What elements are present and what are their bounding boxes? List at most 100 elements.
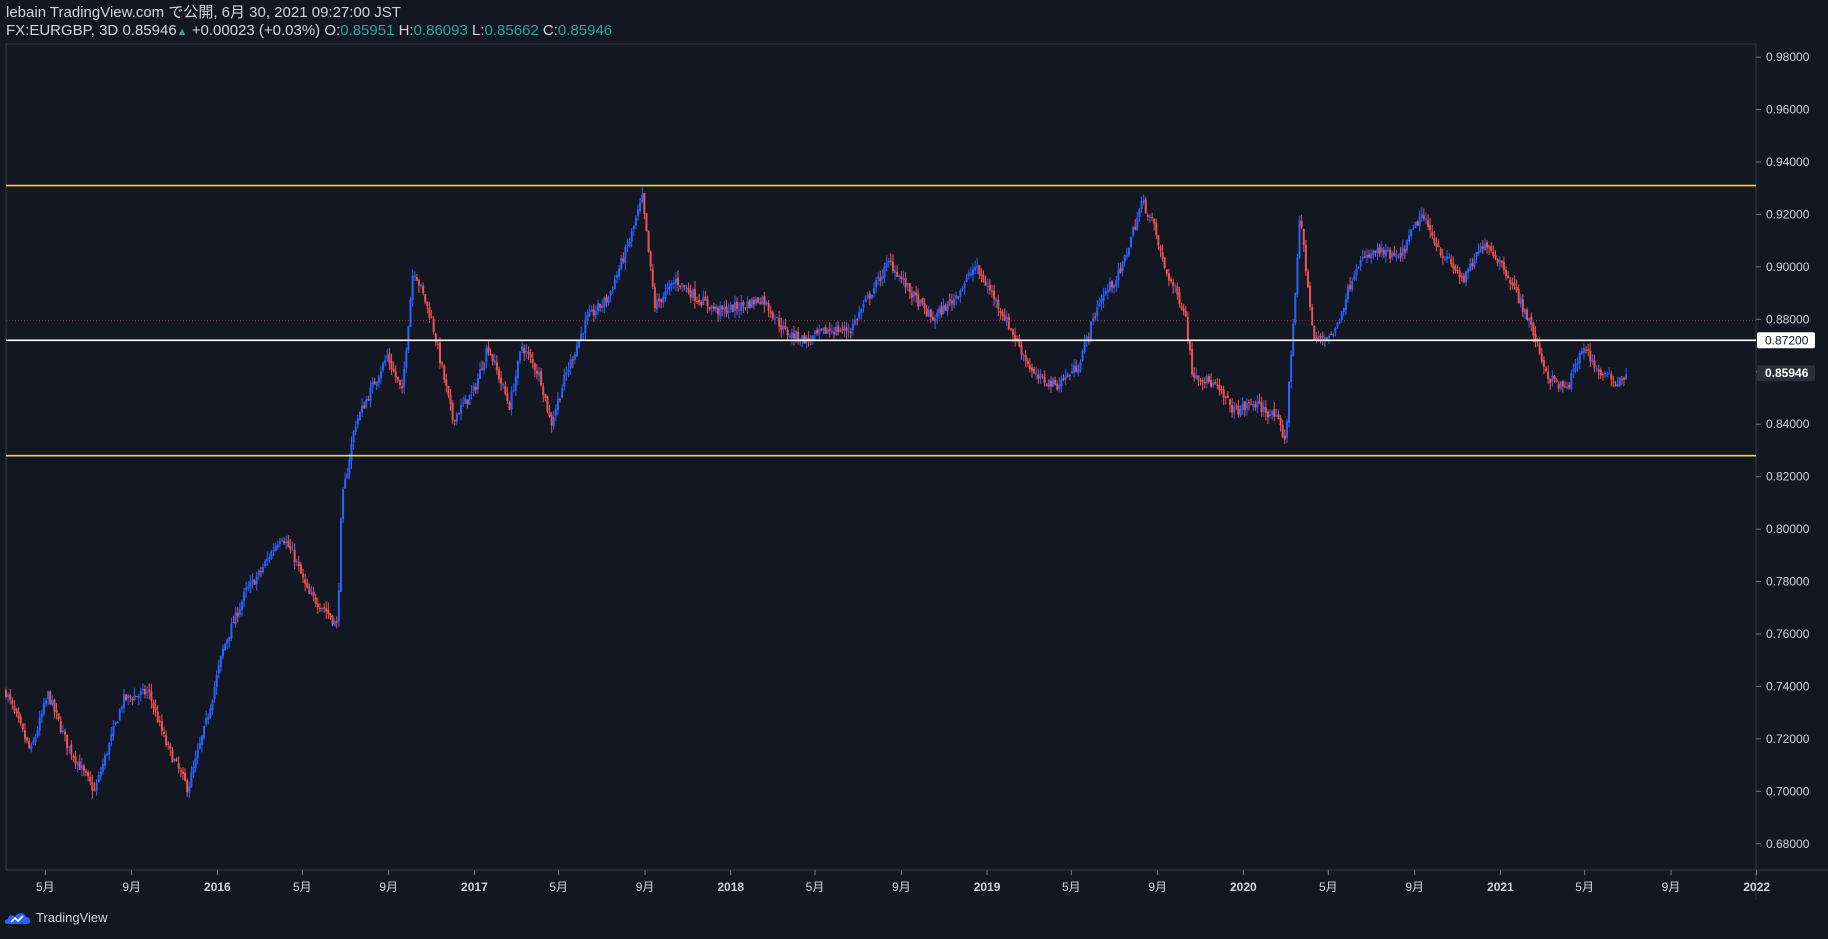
price-change: +0.00023 (+0.03%) [191, 22, 321, 39]
candle-body [944, 305, 947, 311]
candle-body [959, 290, 962, 298]
candle-body [141, 688, 144, 690]
candle-body [934, 318, 937, 322]
candle-body [811, 335, 814, 340]
candle-body [1056, 384, 1059, 390]
candle-body [936, 312, 939, 318]
candle-body [1203, 382, 1206, 384]
candle-body [32, 741, 35, 744]
candle-body [596, 303, 599, 311]
candle-body [662, 296, 665, 304]
candle-body [672, 282, 675, 284]
candle-body [529, 353, 532, 358]
candle-body [236, 613, 239, 617]
candle-body [908, 283, 911, 293]
horizontal-levels[interactable] [6, 184, 1756, 457]
candle-body [259, 571, 262, 573]
candle-body [434, 333, 437, 343]
candle-body [207, 716, 210, 720]
tradingview-logo[interactable]: TradingView [4, 910, 108, 925]
candle-body [1054, 380, 1057, 385]
candle-body [723, 307, 726, 311]
candle-body [240, 601, 243, 610]
candle-body [1601, 374, 1604, 376]
candle-body [1597, 369, 1600, 372]
candle-body [93, 789, 96, 791]
candle-body [356, 418, 359, 425]
candle-body [1534, 333, 1537, 343]
candle-body [502, 384, 505, 386]
candle-body [803, 334, 806, 344]
candle-body [1587, 349, 1590, 351]
price-axis[interactable]: 0.98000 0.96000 0.94000 0.92000 0.90000 0.880… [1756, 50, 1810, 851]
candle-body [1262, 406, 1265, 412]
candle-body [894, 270, 897, 273]
candle-body [251, 579, 254, 582]
symbol-label[interactable]: FX:EURGBP, 3D [6, 22, 119, 39]
time-axis[interactable]: 5月 9月 2016 5月 9月 2017 5月 9月 2018 5月 9月 2019 5月 9月 2020… [36, 870, 1770, 894]
candle-body [1306, 271, 1309, 288]
candle-body [1606, 374, 1609, 376]
candle-body [835, 326, 838, 335]
candle-body [1405, 240, 1408, 251]
candle-body [523, 347, 526, 354]
candle-body [280, 539, 283, 541]
candle-body [1256, 401, 1259, 408]
candle-body [369, 387, 372, 402]
candle-body [611, 289, 614, 291]
candle-body [1077, 369, 1080, 374]
candle-body [163, 732, 166, 734]
candle-body [601, 305, 604, 309]
candle-body [1241, 402, 1244, 410]
candle-body [160, 721, 163, 732]
candle-body [628, 241, 631, 247]
candle-body [1197, 375, 1200, 380]
candle-body [795, 331, 798, 340]
candle-body [582, 333, 585, 335]
candle-body [1452, 263, 1455, 269]
candle-body [1049, 380, 1052, 387]
candle-body [896, 272, 899, 277]
candle-body [1511, 282, 1514, 285]
candle-body [1353, 275, 1356, 280]
candle-body [430, 317, 433, 319]
candle-body [257, 570, 260, 576]
candle-body [830, 331, 833, 333]
candle-body [1595, 368, 1598, 370]
candle-body [1486, 242, 1489, 248]
candle-body [1610, 374, 1613, 380]
candle-body [1264, 407, 1267, 414]
candle-body [839, 330, 842, 332]
candle-body [253, 580, 256, 585]
candle-body [573, 354, 576, 360]
candle-body [203, 726, 206, 738]
y-tick-label: 0.84000 [1766, 417, 1810, 431]
candle-body [780, 325, 783, 331]
candle-body [736, 301, 739, 309]
candle-body [889, 260, 892, 262]
candle-body [127, 694, 130, 698]
candle-body [891, 261, 894, 272]
candle-body [1182, 308, 1185, 312]
candle-body [34, 736, 37, 742]
candle-body [1096, 307, 1099, 316]
candle-body [1431, 232, 1434, 236]
candle-body [622, 258, 625, 262]
candle-body [1155, 223, 1158, 236]
candle-body [451, 403, 454, 421]
candle-body [392, 368, 395, 372]
candle-body [293, 550, 296, 563]
candle-body [377, 377, 380, 383]
candle-body [525, 351, 528, 353]
x-tick-label: 2022 [1743, 880, 1770, 894]
candle-body [1517, 289, 1520, 303]
candle-body [841, 329, 844, 331]
candle-body [1566, 386, 1569, 389]
candle-body [348, 459, 351, 475]
candle-body [569, 359, 572, 369]
candle-body [129, 696, 132, 698]
candle-body [26, 737, 29, 741]
candle-body [1193, 372, 1196, 378]
candle-body [1125, 254, 1128, 257]
